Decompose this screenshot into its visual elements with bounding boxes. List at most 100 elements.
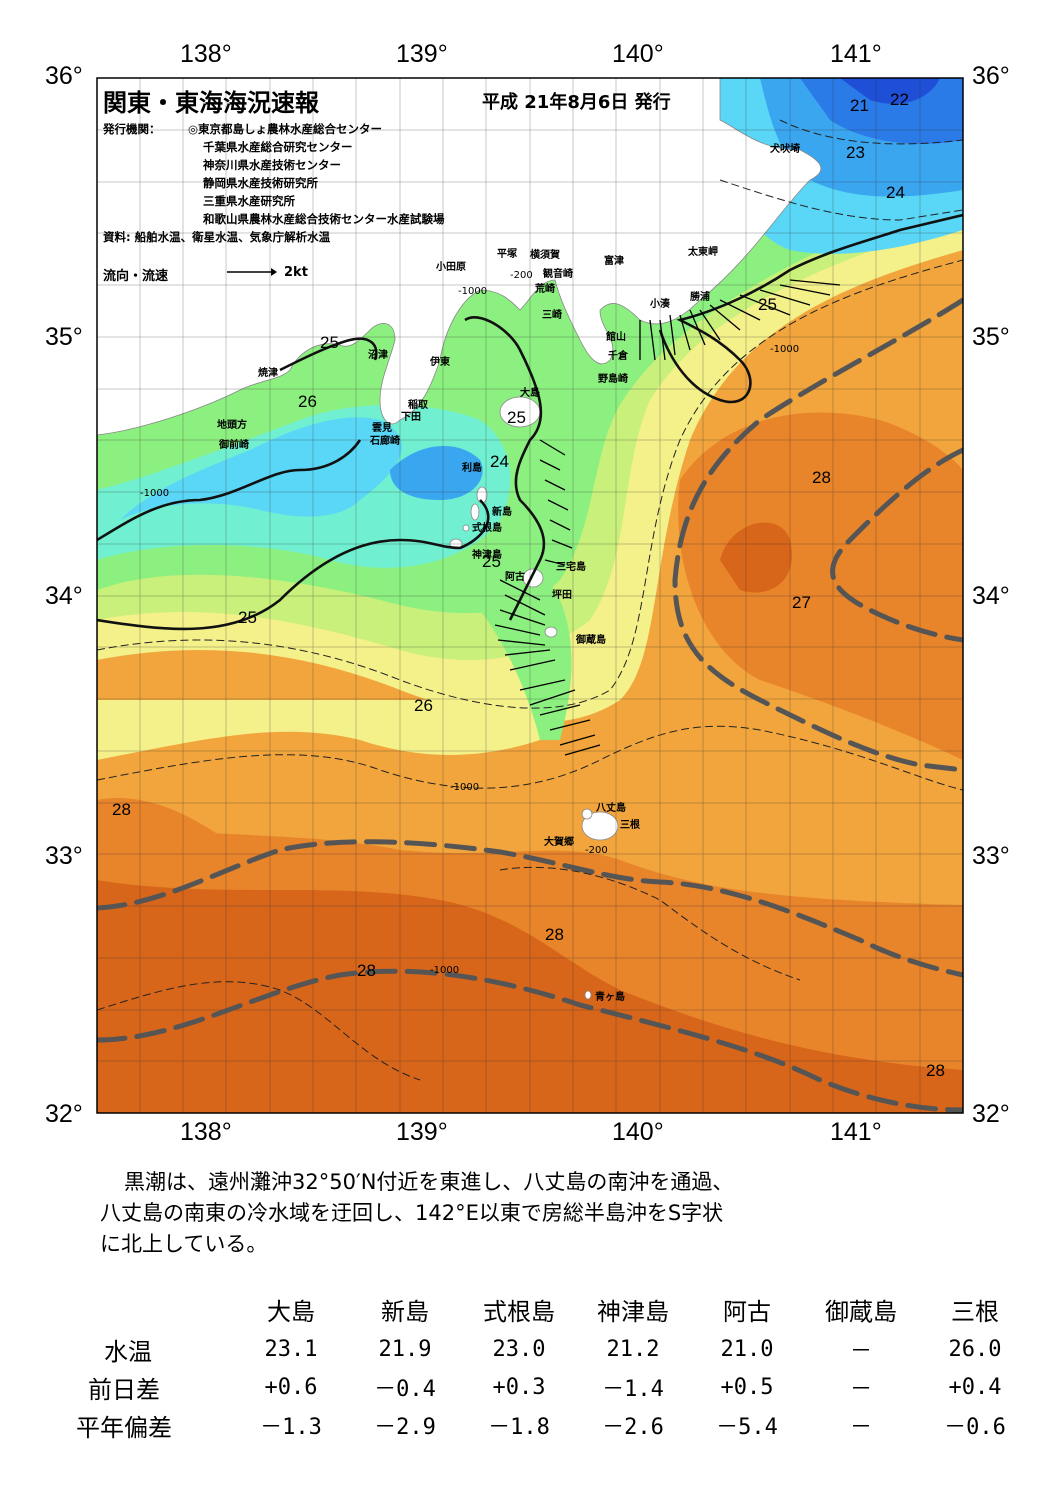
row-label-anomaly: 平年偏差 — [76, 1413, 172, 1442]
table-cell: 23.1 — [264, 1336, 318, 1362]
temp-label: 28 — [112, 800, 131, 819]
isotherm-lines — [97, 119, 963, 1081]
temp-label: 28 — [357, 961, 376, 980]
place-label-aogashima: 青ヶ島 — [595, 992, 625, 1003]
map-title: 関東・東海海況速報 — [103, 89, 319, 117]
temp-label: 28 — [545, 925, 564, 944]
table-row: 平年偏差 －1.3 －2.9 －1.8 －2.6 －5.4 － －0.6 — [76, 1406, 1032, 1444]
sst-color-field — [97, 78, 963, 1113]
lon-label-bottom-140: 140° — [612, 1118, 664, 1146]
place-label-kannonzaki: 観音崎 — [543, 269, 573, 280]
table-cell: －1.3 — [260, 1415, 322, 1440]
flow-legend-value: 2kt — [284, 265, 308, 280]
table-cell: +0.6 — [264, 1374, 318, 1400]
lat-label-right-33: 33° — [972, 842, 1010, 870]
lon-label-top-141: 141° — [830, 40, 882, 68]
table-cell: －0.6 — [944, 1415, 1006, 1440]
kuroshio-axis — [97, 297, 963, 1113]
lat-label-right-36: 36° — [972, 62, 1010, 90]
place-label-toshima: 利島 — [462, 463, 482, 474]
table-cell: 21.9 — [378, 1336, 432, 1362]
place-label-niijima: 新島 — [492, 507, 512, 518]
lon-label-top-140: 140° — [612, 40, 664, 68]
narrative-text: 黒潮は、遠州灘沖32°50′N付近を東進し、八丈島の南沖を通過、 八丈島の南東の… — [100, 1167, 960, 1260]
table-cell: 26.0 — [948, 1336, 1002, 1362]
publisher-3: 神奈川県水産技術センター — [203, 158, 341, 172]
place-label-kozushima: 神津島 — [472, 550, 502, 561]
station-kozushima: 神津島 — [597, 1297, 669, 1326]
lat-label-right-35: 35° — [972, 323, 1010, 351]
depth-label: -1000 — [770, 344, 800, 355]
place-label-arasaki: 荒崎 — [535, 284, 555, 295]
lat-label-right-34: 34° — [972, 582, 1010, 610]
temp-label: 27 — [792, 593, 811, 612]
station-ako: 阿古 — [723, 1297, 771, 1326]
narrative-line-2: 八丈島の南東の冷水域を迂回し、142°E以東で房総半島沖をS字状 — [100, 1201, 724, 1225]
table-row: 水温 23.1 21.9 23.0 21.2 21.0 － 26.0 — [76, 1330, 1032, 1368]
place-label-kumomi: 雲見 — [372, 423, 392, 434]
publisher-6: 和歌山県農林水産総合技術センター水産試験場 — [203, 212, 445, 226]
temp-label: 26 — [298, 392, 317, 411]
lat-label-left-36: 36° — [45, 62, 83, 90]
place-label-inubozaki: 犬吠埼 — [770, 144, 800, 155]
place-label-hiratsuka: 平塚 — [497, 249, 517, 260]
row-label-water-temp: 水温 — [104, 1337, 152, 1366]
table-cell: － — [849, 1339, 872, 1364]
place-label-tsubota: 坪田 — [552, 590, 572, 601]
isotherm-25-lines — [97, 213, 963, 631]
place-label-ako: 阿古 — [505, 572, 525, 583]
table-cell: 21.2 — [606, 1336, 660, 1362]
lon-label-bottom-138: 138° — [180, 1118, 232, 1146]
temp-label: 25 — [507, 408, 526, 427]
station-oshima: 大島 — [267, 1297, 315, 1326]
table-cell: +0.4 — [948, 1374, 1002, 1400]
temp-label: 23 — [846, 143, 865, 162]
temp-label: 25 — [238, 608, 257, 627]
temp-label: 28 — [926, 1061, 945, 1080]
data-source: 資料: 船舶水温、衛星水温、気象庁解析水温 — [103, 230, 331, 244]
place-label-omaezaki: 御前崎 — [219, 440, 249, 451]
place-label-irozaki: 石廊崎 — [370, 436, 400, 447]
lon-label-top-139: 139° — [396, 40, 448, 68]
depth-label: -1000 — [450, 782, 480, 793]
temp-label: 24 — [886, 183, 905, 202]
place-label-yokosuka: 横須賀 — [530, 250, 560, 261]
place-label-numazu: 沼津 — [368, 350, 388, 361]
lon-label-bottom-141: 141° — [830, 1118, 882, 1146]
table-cell: － — [849, 1377, 872, 1402]
land-masses — [97, 78, 822, 1000]
place-label-oshima: 大島 — [520, 388, 540, 399]
place-label-yaizu: 焼津 — [258, 368, 278, 379]
lat-lon-grid — [97, 78, 963, 1113]
place-label-ito: 伊東 — [430, 357, 450, 368]
publisher-4: 静岡県水産技術研究所 — [203, 176, 318, 190]
lon-label-bottom-139: 139° — [396, 1118, 448, 1146]
lat-label-left-35: 35° — [45, 323, 83, 351]
place-label-chikura: 千倉 — [608, 351, 628, 362]
lat-label-right-32: 32° — [972, 1100, 1010, 1128]
table-cell: －1.8 — [488, 1415, 550, 1440]
depth-label: -1000 — [430, 965, 460, 976]
place-label-shikinejima: 式根島 — [472, 523, 502, 534]
narrative-line-3: に北上している。 — [100, 1232, 268, 1256]
temp-label: 24 — [490, 452, 509, 471]
temp-label: 25 — [758, 295, 777, 314]
place-label-misaki: 三崎 — [542, 310, 562, 321]
temp-label: 28 — [812, 468, 831, 487]
sea-temperature-map — [96, 77, 964, 1114]
place-label-miyakejima: 三宅島 — [556, 562, 586, 573]
table-cell: +0.5 — [720, 1374, 774, 1400]
place-label-mikurajima: 御蔵島 — [576, 635, 606, 646]
flow-legend-label: 流向・流速 — [103, 269, 169, 284]
station-mikurajima: 御蔵島 — [825, 1297, 897, 1326]
row-label-daily-diff: 前日差 — [88, 1375, 160, 1404]
table-cell: －0.4 — [374, 1377, 436, 1402]
temp-label: 25 — [320, 333, 339, 352]
depth-label: -200 — [585, 845, 608, 856]
current-arrows — [494, 279, 841, 756]
lat-label-left-34: 34° — [45, 582, 83, 610]
table-cell: +0.3 — [492, 1374, 546, 1400]
table-cell: －1.4 — [602, 1377, 664, 1402]
place-label-hachijojima: 八丈島 — [596, 803, 626, 814]
place-label-okago: 大賀郷 — [544, 837, 574, 848]
